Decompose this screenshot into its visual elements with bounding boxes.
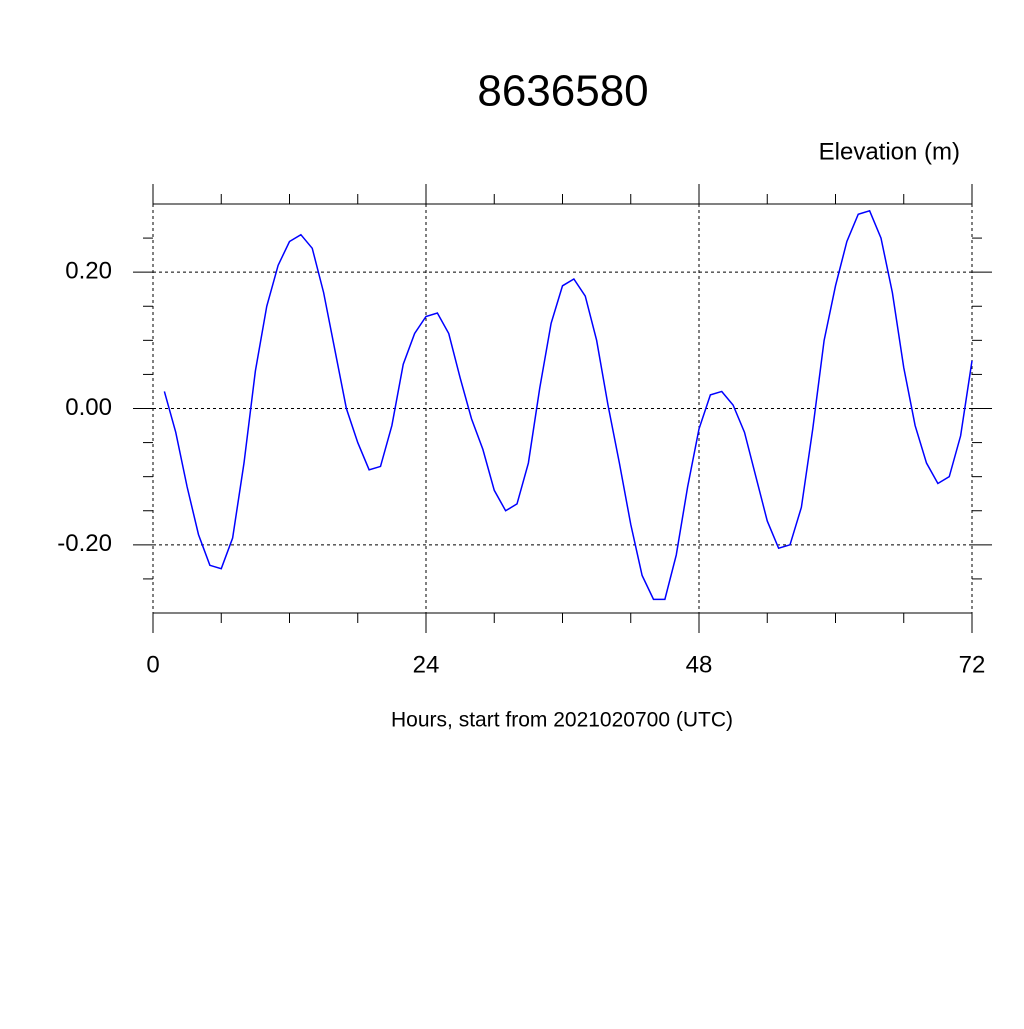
x-tick-label: 72 — [959, 651, 986, 678]
y-tick-label: -0.20 — [57, 530, 112, 557]
y-axis-label: Elevation (m) — [819, 138, 960, 165]
data-line — [163, 209, 973, 601]
x-tick-label: 24 — [413, 651, 440, 678]
y-tick-label: 0.20 — [65, 258, 112, 285]
chart-title: 8636580 — [477, 67, 648, 116]
x-tick-label: 0 — [146, 651, 159, 678]
y-tick-label: 0.00 — [65, 394, 112, 421]
x-tick-label: 48 — [686, 651, 713, 678]
x-axis-label: Hours, start from 2021020700 (UTC) — [391, 709, 733, 732]
